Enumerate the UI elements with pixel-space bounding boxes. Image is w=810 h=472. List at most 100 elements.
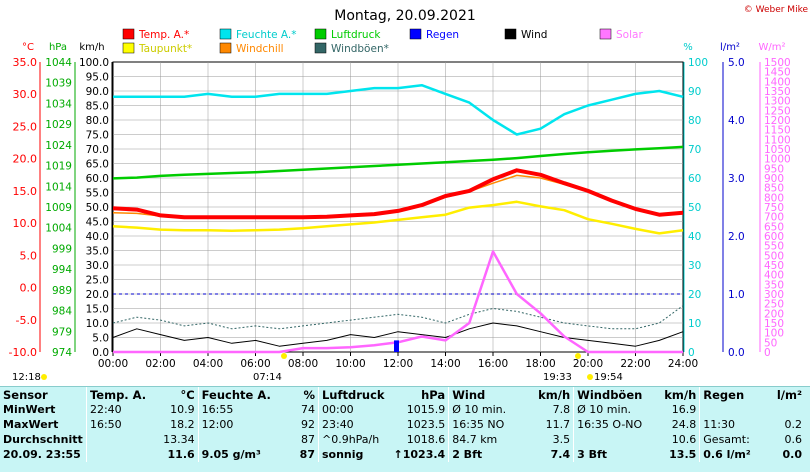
sunrise-icon — [281, 353, 287, 359]
table-header-cell: Windböen — [573, 387, 650, 402]
table-cell: 1023.5 — [406, 418, 446, 431]
tick-label: 0 — [764, 347, 771, 359]
tick-label: 75.0 — [86, 130, 109, 142]
table-header-cell: hPa — [421, 387, 446, 402]
table-cell: 12:00 — [197, 417, 275, 432]
table-cell: 10.6 — [671, 433, 697, 446]
chart-title: Montag, 20.09.2021 — [334, 8, 476, 24]
series-line-taupunkt — [112, 200, 684, 235]
tick-label: 5.0 — [92, 333, 109, 345]
tick-label: 5.0 — [728, 57, 745, 69]
tick-label: 994 — [52, 264, 72, 276]
table-cell: 11:30 — [699, 417, 761, 432]
moonrise-time: 12:18 — [12, 372, 41, 383]
table-cell — [197, 432, 275, 447]
table-header-cell: km/h — [664, 387, 697, 402]
table-header-cell: Wind — [448, 387, 524, 402]
tick-label: 700 — [764, 212, 784, 224]
tick-label: 10.0 — [86, 318, 109, 330]
table-cell: 11.7 — [545, 418, 571, 431]
table-cell — [573, 432, 650, 447]
tick-label: 35.0 — [13, 56, 38, 69]
table-cell: Gesamt: — [699, 432, 761, 447]
unit-temp: °C — [22, 42, 34, 53]
table-cell: 24.8 — [671, 418, 697, 431]
legend-label-2: Luftdruck — [331, 29, 381, 41]
tick-label: 1100 — [764, 134, 791, 146]
table-cell: 87 — [299, 448, 315, 461]
tick-label: 50 — [764, 337, 777, 349]
tick-label: 80 — [688, 115, 701, 127]
table-header-cell: Luftdruck — [317, 387, 388, 402]
table-cell: 22:40 — [85, 402, 153, 417]
table-header-cell: Feuchte A. — [197, 387, 275, 402]
tick-label: 0.0 — [728, 347, 745, 359]
table-header-cell: Regen — [699, 387, 761, 402]
tick-label: 550 — [764, 241, 784, 253]
x-tick-label: 22:00 — [620, 358, 650, 370]
tick-label: 979 — [52, 326, 72, 338]
tick-label: 10 — [688, 318, 701, 330]
table-cell: 74 — [300, 403, 315, 416]
tick-label: 50 — [688, 202, 701, 214]
series-line-feuchtea — [113, 83, 684, 136]
tick-label: 0.0 — [92, 347, 109, 359]
table-cell: 00:00 — [317, 402, 388, 417]
x-tick-label: 06:00 — [240, 358, 270, 370]
tick-label: 1029 — [45, 119, 72, 131]
table-cell — [699, 402, 761, 417]
legend-label-4: Wind — [521, 29, 547, 41]
table-cell: 9.05 g/m³ — [197, 447, 275, 462]
tick-label: 95.0 — [86, 72, 109, 84]
series-line-tempa — [112, 168, 684, 220]
legend-swatch-8 — [314, 42, 327, 54]
tick-label: 85.0 — [86, 101, 109, 113]
moon-time: 19:54 — [594, 372, 623, 383]
x-tick-label: 10:00 — [335, 358, 365, 370]
weather-chart: Montag, 20.09.2021 © Weber Mike Temp. A.… — [9, 5, 809, 383]
legend-label-1: Feuchte A.* — [236, 29, 297, 41]
legend-label-6: Taupunkt* — [138, 43, 192, 55]
tick-label: 1400 — [764, 76, 791, 88]
x-tick-label: 18:00 — [525, 358, 555, 370]
tick-label: 20 — [688, 289, 701, 301]
tick-label: 55.0 — [86, 188, 109, 200]
series-line-wind — [112, 322, 684, 347]
x-tick-label: 20:00 — [573, 358, 603, 370]
tick-label: 1500 — [764, 57, 791, 69]
tick-label: 25.0 — [86, 275, 109, 287]
legend-swatch-5 — [599, 28, 612, 40]
table-cell: ^0.9hPa/h — [317, 432, 388, 447]
table-cell: Durchschnitt — [3, 433, 83, 446]
tick-label: 1000 — [764, 154, 791, 166]
table-cell: 16.9 — [671, 403, 697, 416]
table-cell: 16:55 — [197, 402, 275, 417]
tick-label: 1034 — [45, 98, 72, 110]
legend-swatch-4 — [504, 28, 517, 40]
tick-label: 800 — [764, 192, 784, 204]
tick-label: 3.0 — [728, 173, 745, 185]
legend-label-5: Solar — [616, 29, 643, 41]
table-cell: 0.6 — [784, 433, 803, 446]
tick-label: 2.0 — [728, 231, 745, 243]
table-cell: 0.0 — [782, 448, 803, 461]
tick-label: 450 — [764, 260, 784, 272]
tick-label: 1050 — [764, 144, 791, 156]
tick-label: 500 — [764, 250, 784, 262]
legend-label-3: Regen — [426, 29, 459, 41]
table-cell — [85, 432, 153, 447]
x-tick-label: 02:00 — [145, 358, 175, 370]
tick-label: 650 — [764, 221, 784, 233]
table-row: Sensor Temp. A. °C Feuchte A.% Luftdruck hPa W… — [0, 387, 805, 402]
table-cell: 13.5 — [669, 448, 697, 461]
table-cell: 92 — [300, 418, 315, 431]
table-header-cell: l/m² — [776, 387, 802, 402]
legend-label-7: Windchill — [236, 43, 284, 55]
table-cell: MinWert — [3, 403, 56, 416]
tick-label: 1300 — [764, 96, 791, 108]
table-header-cell: km/h — [538, 387, 571, 402]
table-header-cell: °C — [180, 387, 195, 402]
table-cell: 23:40 — [317, 417, 388, 432]
tick-label: 1039 — [45, 78, 72, 90]
tick-label: 50.0 — [86, 202, 109, 214]
